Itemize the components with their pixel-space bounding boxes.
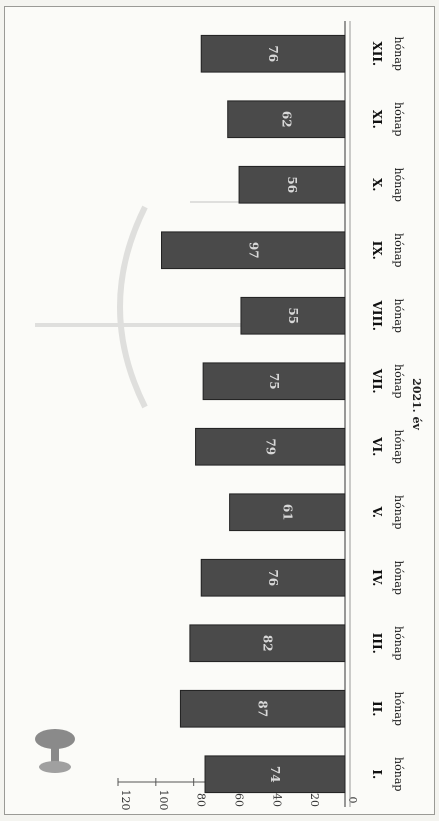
- bar: [240, 296, 346, 335]
- bar: [202, 362, 346, 401]
- value-tick-label: 100: [157, 790, 170, 811]
- category-word-label: hónap: [392, 626, 405, 660]
- bar-chart: 0 20 40 60 80 100 120 74 87 82 76 61 79 75 55 97 56 62 76…: [35, 21, 423, 811]
- bar: [200, 558, 346, 597]
- category-word-label: hónap: [392, 495, 405, 529]
- bar-value-label: 62: [279, 111, 293, 128]
- value-tick-label: 80: [195, 793, 208, 807]
- category-numeral-label: XI.: [370, 110, 384, 129]
- value-tick-label: 40: [270, 793, 283, 807]
- category-numeral-label: XII.: [370, 41, 384, 66]
- category-numeral-label: III.: [370, 633, 384, 654]
- bar-value-label: 56: [285, 176, 299, 193]
- category-word-label: hónap: [392, 692, 405, 726]
- category-word-label: hónap: [392, 299, 405, 333]
- category-word-label: hónap: [392, 430, 405, 464]
- category-numeral-label: II.: [370, 701, 384, 716]
- category-word-label: hónap: [392, 233, 405, 267]
- category-word-label: hónap: [392, 561, 405, 595]
- bar: [195, 427, 346, 466]
- category-word-label: hónap: [392, 364, 405, 398]
- category-word-label: hónap: [392, 37, 405, 71]
- value-tick-label: 60: [233, 793, 246, 807]
- bar-value-label: 61: [280, 504, 294, 521]
- bars-group: 74 87 82 76 61 79 75 55 97 56 62 76: [161, 34, 346, 794]
- logo-icon: [35, 729, 75, 773]
- bar-value-label: 74: [268, 766, 282, 783]
- value-tick-label: 0: [346, 797, 359, 804]
- category-word-label: hónap: [392, 757, 405, 791]
- category-word-label: hónap: [392, 102, 405, 136]
- bar-value-label: 55: [286, 307, 300, 324]
- category-numeral-label: X.: [370, 178, 384, 192]
- labels-group: I. hónap II. hónap III. hónap IV. hónap V. hónap V…: [370, 37, 423, 792]
- category-numeral-label: I.: [370, 769, 384, 779]
- bar: [229, 493, 346, 532]
- category-numeral-label: IV.: [370, 569, 384, 586]
- value-tick-label: 120: [119, 790, 132, 811]
- bar: [179, 689, 346, 728]
- bar-value-label: 76: [266, 569, 280, 586]
- bar: [204, 755, 346, 794]
- category-word-label: hónap: [392, 168, 405, 202]
- category-numeral-label: VI.: [370, 436, 384, 456]
- category-numeral-label: IX.: [370, 241, 384, 260]
- bar-value-label: 76: [266, 45, 280, 62]
- bar: [200, 34, 346, 73]
- bar: [189, 624, 346, 663]
- bar-value-label: 82: [260, 635, 274, 652]
- axes: 0 20 40 60 80 100 120: [117, 21, 359, 811]
- bar: [227, 100, 346, 139]
- chart-frame: 0 20 40 60 80 100 120 74 87 82 76 61 79 75 55 97 56 62 76…: [4, 6, 435, 815]
- bar-value-label: 97: [246, 242, 260, 259]
- bar-value-label: 87: [256, 700, 270, 717]
- category-numeral-label: VII.: [370, 368, 384, 394]
- bar-value-label: 79: [263, 438, 277, 455]
- bar: [238, 165, 346, 204]
- bar: [161, 231, 346, 270]
- x-axis-label: 2021. év: [410, 378, 423, 430]
- category-numeral-label: V.: [370, 506, 384, 518]
- category-numeral-label: VIII.: [370, 300, 384, 331]
- bar-value-label: 75: [267, 373, 281, 390]
- value-tick-label: 20: [308, 793, 321, 807]
